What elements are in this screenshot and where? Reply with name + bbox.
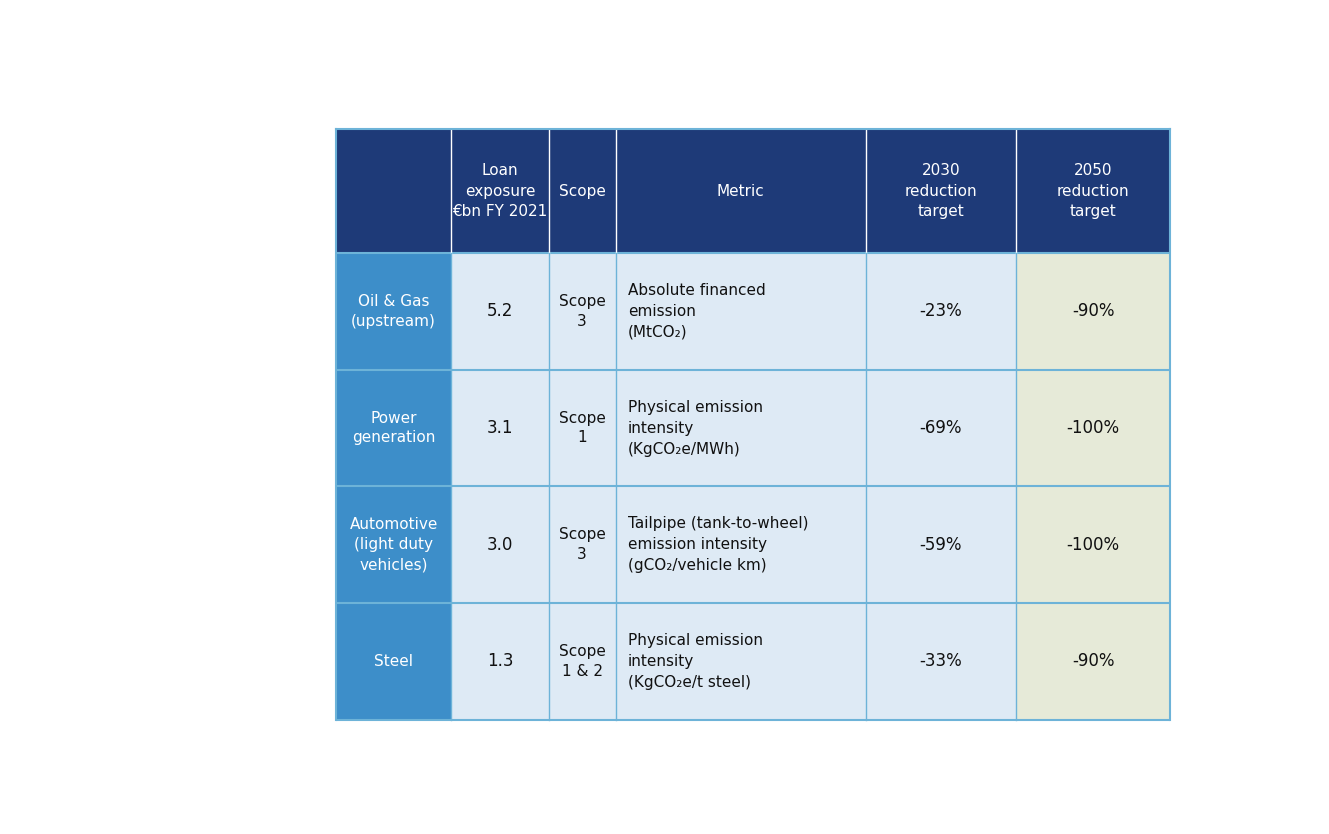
Text: 3.0: 3.0	[486, 535, 513, 554]
Text: 2050
reduction
target: 2050 reduction target	[1057, 163, 1130, 219]
Bar	[452, 253, 549, 369]
Bar	[865, 253, 1015, 369]
Bar	[1015, 486, 1171, 603]
Text: -90%: -90%	[1073, 652, 1115, 671]
Text: Automotive
(light duty
vehicles): Automotive (light duty vehicles)	[350, 517, 437, 572]
Text: -23%: -23%	[920, 303, 962, 320]
Text: Tailpipe (tank-to-wheel)
emission intensity
(gCO₂/vehicle km): Tailpipe (tank-to-wheel) emission intens…	[627, 516, 808, 573]
Bar	[865, 369, 1015, 486]
Text: Loan
exposure
€bn FY 2021: Loan exposure €bn FY 2021	[452, 163, 548, 219]
Text: 1.3: 1.3	[486, 652, 513, 671]
Text: -59%: -59%	[920, 535, 962, 554]
Text: -69%: -69%	[920, 419, 962, 437]
Text: Power
generation: Power generation	[352, 410, 436, 445]
Bar	[336, 369, 452, 486]
Text: -90%: -90%	[1073, 303, 1115, 320]
Bar	[452, 486, 549, 603]
Bar	[615, 253, 865, 369]
Text: -100%: -100%	[1067, 535, 1120, 554]
Text: Scope: Scope	[558, 183, 606, 198]
Text: Physical emission
intensity
(KgCO₂e/t steel): Physical emission intensity (KgCO₂e/t st…	[627, 633, 763, 690]
Text: Scope
1 & 2: Scope 1 & 2	[558, 644, 606, 679]
Text: Scope
3: Scope 3	[558, 294, 606, 329]
Text: Steel: Steel	[375, 654, 413, 669]
Bar	[1015, 253, 1171, 369]
Bar	[865, 129, 1015, 253]
Bar	[865, 486, 1015, 603]
Bar	[452, 369, 549, 486]
Bar	[1015, 369, 1171, 486]
Bar	[336, 486, 452, 603]
Text: 5.2: 5.2	[486, 303, 513, 320]
Bar	[615, 369, 865, 486]
Bar	[615, 486, 865, 603]
Bar	[336, 603, 452, 720]
Text: Oil & Gas
(upstream): Oil & Gas (upstream)	[351, 294, 436, 329]
Text: Physical emission
intensity
(KgCO₂e/MWh): Physical emission intensity (KgCO₂e/MWh)	[627, 399, 763, 456]
Bar	[615, 603, 865, 720]
Bar	[452, 129, 549, 253]
Bar	[549, 369, 615, 486]
Bar	[452, 603, 549, 720]
Bar	[549, 486, 615, 603]
Bar	[336, 129, 452, 253]
Bar	[549, 129, 615, 253]
Bar	[549, 253, 615, 369]
Text: -33%: -33%	[920, 652, 962, 671]
Bar	[549, 603, 615, 720]
Text: Scope
3: Scope 3	[558, 527, 606, 562]
Text: 2030
reduction
target: 2030 reduction target	[905, 163, 977, 219]
Text: Metric: Metric	[716, 183, 764, 198]
Bar	[865, 603, 1015, 720]
Bar	[1015, 129, 1171, 253]
Text: 3.1: 3.1	[486, 419, 513, 437]
Bar	[1015, 603, 1171, 720]
Text: Scope
1: Scope 1	[558, 410, 606, 445]
Text: Absolute financed
emission
(MtCO₂): Absolute financed emission (MtCO₂)	[627, 283, 766, 340]
Bar	[615, 129, 865, 253]
Bar	[336, 253, 452, 369]
Text: -100%: -100%	[1067, 419, 1120, 437]
